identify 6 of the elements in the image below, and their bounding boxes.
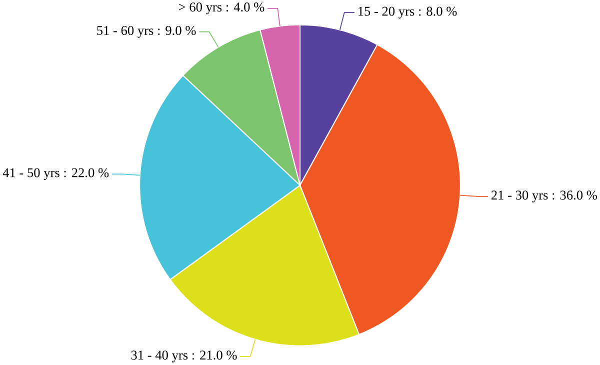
slice-label: 41 - 50 yrs : 22.0 % (2, 168, 109, 180)
slice-label: 15 - 20 yrs : 8.0 % (358, 6, 457, 19)
slice-label: > 60 yrs : 4.0 % (179, 2, 264, 14)
slice-label: 21 - 30 yrs : 36.0 % (491, 190, 597, 202)
slice-label: 51 - 60 yrs : 9.0 % (97, 26, 196, 38)
slice-label: 31 - 40 yrs : 21.0 % (131, 350, 237, 362)
